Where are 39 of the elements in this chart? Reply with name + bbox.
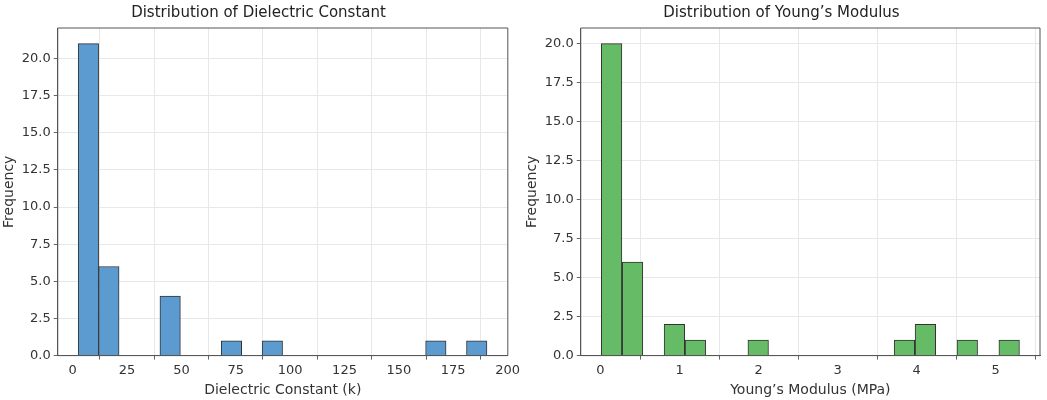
x-tick-label: 125 xyxy=(332,361,357,377)
x-axis-title: Dielectric Constant (k) xyxy=(204,381,362,398)
y-tick-label: 17.5 xyxy=(21,86,51,102)
x-tick-label: 0 xyxy=(596,361,605,377)
y-tick-label: 20.0 xyxy=(21,49,51,65)
y-tick-label: 15.0 xyxy=(21,124,51,140)
x-tick-label: 4 xyxy=(912,361,921,377)
y-tick-label: 17.5 xyxy=(544,73,574,89)
x-tick-label: 0 xyxy=(68,361,77,377)
y-tick-label: 0.0 xyxy=(553,346,574,362)
x-tick-label: 1 xyxy=(675,361,684,377)
x-tick-label: 175 xyxy=(440,361,466,377)
y-tick-label: 5.0 xyxy=(553,268,574,284)
y-tick-label: 7.5 xyxy=(553,229,574,245)
x-tick-label: 100 xyxy=(277,361,303,377)
y-tick-label: 10.0 xyxy=(21,198,51,214)
x-tick-label: 25 xyxy=(118,361,136,377)
x-tick-label: 5 xyxy=(991,361,1000,377)
chart-title: Distribution of Dielectric Constant xyxy=(131,2,386,21)
x-axis-title: Young’s Modulus (MPa) xyxy=(729,381,891,398)
y-tick-label: 7.5 xyxy=(30,235,51,251)
x-tick-label: 50 xyxy=(173,361,190,377)
y-axis-title: Frequency xyxy=(523,155,540,228)
x-tick-label: 3 xyxy=(833,361,842,377)
x-tick-label: 75 xyxy=(227,361,245,377)
y-tick-label: 12.5 xyxy=(544,151,574,167)
y-tick-label: 2.5 xyxy=(553,307,574,323)
x-tick-label: 150 xyxy=(386,361,412,377)
y-tick-label: 5.0 xyxy=(30,272,51,288)
chart-title: Distribution of Young’s Modulus xyxy=(663,2,900,21)
y-tick-label: 15.0 xyxy=(544,112,574,128)
y-axis-title: Frequency xyxy=(0,155,17,228)
x-tick-label: 200 xyxy=(495,361,520,377)
y-tick-label: 20.0 xyxy=(544,34,574,50)
y-tick-label: 2.5 xyxy=(30,309,51,325)
y-tick-label: 12.5 xyxy=(21,161,51,177)
y-tick-label: 10.0 xyxy=(544,190,574,206)
y-tick-label: 0.0 xyxy=(30,346,51,362)
x-tick-label: 2 xyxy=(754,361,763,377)
